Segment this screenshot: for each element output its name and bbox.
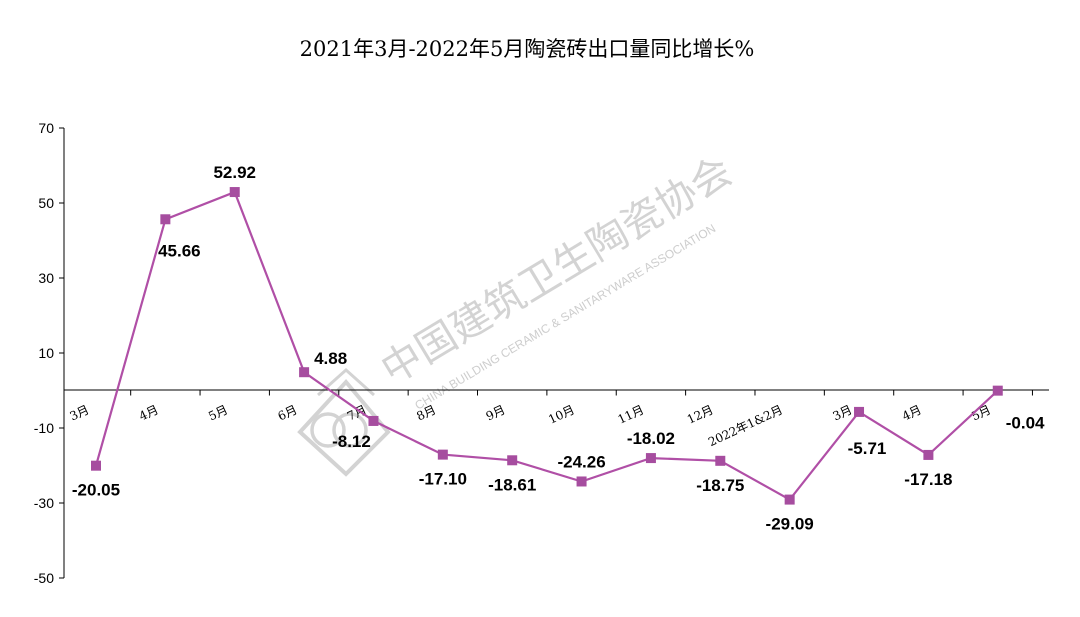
data-point-marker	[854, 406, 865, 417]
y-tick-label: -10	[34, 420, 54, 436]
x-tick-label: 9月	[484, 403, 508, 424]
y-tick-label: -30	[34, 495, 54, 511]
x-tick-label: 11月	[616, 403, 647, 427]
watermark-logo-icon	[297, 367, 391, 477]
data-label: -18.61	[488, 475, 536, 494]
data-point-marker	[160, 214, 171, 225]
x-tick-label: 4月	[900, 403, 924, 424]
x-tick-label: 3月	[831, 403, 855, 424]
chart-title: 2021年3月-2022年5月陶瓷砖出口量同比增长%	[300, 37, 755, 61]
data-label: 45.66	[158, 241, 201, 260]
y-tick-label: 50	[38, 195, 54, 211]
data-point-marker	[437, 449, 448, 460]
data-label: -18.02	[627, 429, 675, 448]
data-label: 52.92	[213, 163, 256, 182]
data-point-marker	[715, 455, 726, 466]
data-label: -24.26	[557, 452, 605, 471]
x-tick-label: 4月	[137, 403, 161, 424]
x-tick-label: 3月	[68, 403, 92, 424]
data-point-marker	[576, 476, 587, 487]
series-line	[94, 190, 999, 502]
x-tick-label: 6月	[276, 403, 300, 424]
x-tick-label: 2022年1&2月	[706, 403, 785, 450]
data-label: 4.88	[314, 349, 347, 368]
data-point-marker	[784, 494, 795, 505]
data-point-marker	[229, 187, 240, 198]
data-point-marker	[507, 455, 518, 466]
data-label: -0.04	[1006, 414, 1045, 433]
y-tick-label: -50	[34, 570, 54, 586]
x-tick-label: 12月	[685, 403, 716, 427]
data-point-marker	[299, 367, 310, 378]
y-tick-label: 30	[38, 270, 54, 286]
data-label: -17.10	[419, 470, 467, 489]
x-tick-label: 10月	[546, 403, 577, 427]
x-tick-label: 5月	[206, 403, 230, 424]
series-group: -20.05 45.66 52.92 4.88 -8.12 -17.10 -18.61 -24…	[72, 163, 1045, 534]
data-point-marker	[645, 453, 656, 464]
watermark-text-cn: 中国建筑卫生陶瓷协会	[373, 148, 740, 393]
watermark: 中国建筑卫生陶瓷协会 CHINA BUILDING CERAMIC & SANI…	[297, 148, 740, 477]
y-tick-label: 10	[38, 345, 54, 361]
data-label: -8.12	[332, 432, 371, 451]
data-label: -20.05	[72, 481, 120, 500]
data-label: -17.18	[904, 470, 952, 489]
data-label: -29.09	[766, 515, 814, 534]
y-tick-label: 70	[38, 120, 54, 136]
data-point-marker	[91, 460, 101, 471]
data-point-marker	[992, 385, 1003, 396]
data-point-marker	[368, 415, 379, 426]
data-point-marker	[923, 449, 934, 460]
data-label: -18.75	[696, 476, 744, 495]
data-label: -5.71	[848, 439, 887, 458]
